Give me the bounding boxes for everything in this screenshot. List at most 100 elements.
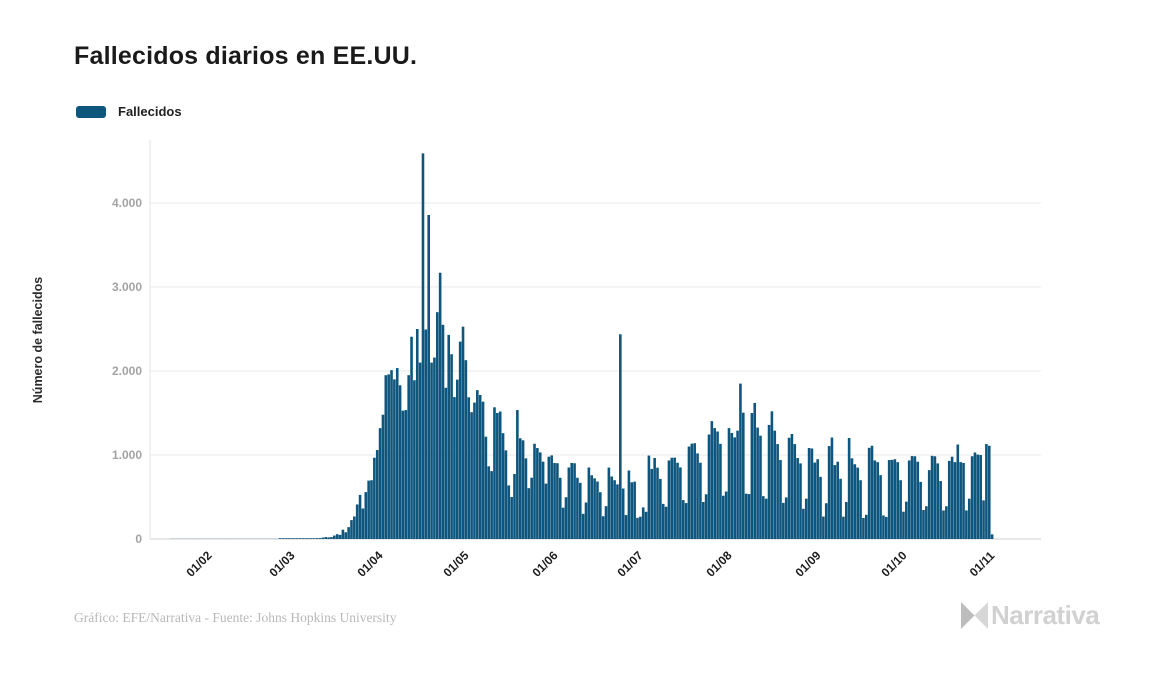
bar[interactable] <box>787 437 791 539</box>
bar[interactable] <box>902 511 905 539</box>
bar[interactable] <box>438 272 442 539</box>
bar[interactable] <box>513 473 516 539</box>
bar[interactable] <box>701 501 705 539</box>
bar[interactable] <box>484 436 488 539</box>
bar[interactable] <box>627 470 631 539</box>
bar[interactable] <box>942 510 945 539</box>
bar[interactable] <box>172 538 176 539</box>
bar[interactable] <box>421 153 425 540</box>
bar[interactable] <box>936 463 940 539</box>
bar[interactable] <box>601 516 605 539</box>
bar[interactable] <box>447 334 451 539</box>
bar[interactable] <box>933 456 937 539</box>
bar[interactable] <box>719 443 722 539</box>
bar[interactable] <box>393 379 396 539</box>
bar[interactable] <box>847 438 851 539</box>
bar[interactable] <box>710 421 714 539</box>
bar[interactable] <box>827 446 831 539</box>
bar[interactable] <box>693 443 696 539</box>
bar[interactable] <box>287 538 290 539</box>
bar[interactable] <box>407 375 410 539</box>
bar[interactable] <box>644 511 648 539</box>
bar[interactable] <box>481 401 485 539</box>
bar[interactable] <box>318 538 322 539</box>
bar[interactable] <box>355 504 359 539</box>
bar[interactable] <box>699 462 702 539</box>
bar[interactable] <box>530 477 533 539</box>
bar[interactable] <box>804 498 808 539</box>
bar[interactable] <box>990 534 994 539</box>
bar[interactable] <box>427 215 430 539</box>
bar[interactable] <box>330 537 333 539</box>
bar[interactable] <box>518 438 522 539</box>
bar[interactable] <box>802 508 805 539</box>
bar[interactable] <box>833 465 837 539</box>
bar[interactable] <box>807 448 811 539</box>
bar[interactable] <box>504 450 508 539</box>
bar[interactable] <box>578 482 582 539</box>
bar[interactable] <box>925 506 928 539</box>
bar[interactable] <box>859 480 862 539</box>
bar[interactable] <box>816 459 819 539</box>
bar[interactable] <box>742 412 745 539</box>
bar[interactable] <box>696 453 699 539</box>
bar[interactable] <box>327 537 330 539</box>
bar[interactable] <box>750 413 754 539</box>
bar[interactable] <box>284 538 287 539</box>
bar[interactable] <box>616 484 619 539</box>
bar[interactable] <box>281 538 285 539</box>
bar[interactable] <box>456 379 459 539</box>
bar[interactable] <box>441 324 445 539</box>
bar[interactable] <box>310 538 313 539</box>
bar[interactable] <box>353 516 356 539</box>
bar[interactable] <box>664 506 668 539</box>
bar[interactable] <box>255 538 259 539</box>
bar[interactable] <box>879 475 882 539</box>
bar[interactable] <box>290 538 293 539</box>
bar[interactable] <box>716 431 719 539</box>
bar[interactable] <box>244 538 247 539</box>
bar[interactable] <box>819 476 822 539</box>
bar[interactable] <box>275 538 279 539</box>
bar[interactable] <box>882 515 885 539</box>
bar[interactable] <box>673 457 676 539</box>
bar[interactable] <box>899 480 902 539</box>
bar[interactable] <box>727 428 731 539</box>
bar[interactable] <box>676 462 679 539</box>
bar[interactable] <box>301 538 305 539</box>
bar[interactable] <box>927 470 931 539</box>
bar[interactable] <box>753 402 757 539</box>
bar[interactable] <box>175 538 179 539</box>
bar[interactable] <box>215 538 219 539</box>
bar[interactable] <box>610 476 614 540</box>
bar[interactable] <box>844 502 848 539</box>
bar[interactable] <box>890 459 894 539</box>
bar[interactable] <box>842 516 845 539</box>
bar[interactable] <box>839 478 842 539</box>
bar[interactable] <box>567 467 571 539</box>
bar[interactable] <box>538 452 542 539</box>
bar[interactable] <box>238 538 242 539</box>
bar[interactable] <box>910 456 914 539</box>
bar[interactable] <box>410 336 413 539</box>
bar[interactable] <box>230 538 233 539</box>
bar[interactable] <box>478 394 482 539</box>
bar[interactable] <box>619 334 622 539</box>
bar[interactable] <box>378 428 382 539</box>
bar[interactable] <box>830 437 834 539</box>
bar[interactable] <box>418 362 422 539</box>
bar[interactable] <box>252 538 256 539</box>
bar[interactable] <box>736 430 739 539</box>
bar[interactable] <box>590 475 594 539</box>
bar[interactable] <box>435 312 439 539</box>
bar[interactable] <box>764 498 768 539</box>
bar[interactable] <box>776 444 779 539</box>
bar[interactable] <box>201 538 205 539</box>
bar[interactable] <box>541 461 545 539</box>
bar[interactable] <box>733 437 737 539</box>
bar[interactable] <box>621 488 625 539</box>
bar[interactable] <box>261 538 265 539</box>
bar[interactable] <box>192 538 196 539</box>
bar[interactable] <box>799 463 802 539</box>
bar[interactable] <box>756 427 759 539</box>
